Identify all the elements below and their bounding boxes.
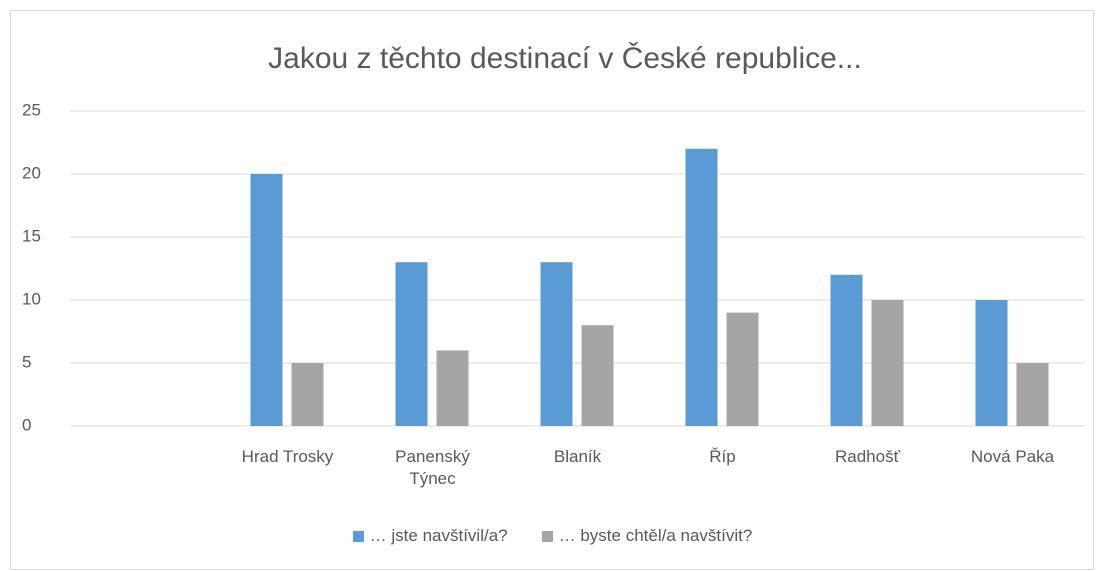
y-tick-label: 20: [22, 163, 41, 182]
x-tick-label: Nová Paka: [970, 447, 1055, 466]
y-tick-label: 15: [22, 226, 41, 245]
x-tick-label: Říp: [709, 447, 736, 466]
x-tick-label: Hrad Trosky: [241, 447, 334, 466]
chart-frame: [10, 10, 1094, 570]
legend-swatch: [352, 530, 364, 542]
bar: [540, 262, 573, 426]
legend-item: … byste chtěl/a navštívit?: [541, 526, 753, 546]
bar: [830, 274, 863, 426]
legend-swatch: [541, 530, 553, 542]
y-tick-label: 5: [22, 352, 31, 371]
bar: [250, 174, 283, 426]
bar: [726, 312, 759, 426]
chart-title: Jakou z těchto destinací v České republi…: [268, 41, 862, 75]
legend: … jste navštívil/a? … byste chtěl/a navšt…: [0, 526, 1105, 546]
bar: [395, 262, 428, 426]
legend-label: … byste chtěl/a navštívit?: [558, 526, 753, 545]
legend-item: … jste navštívil/a?: [352, 526, 508, 546]
legend-label: … jste navštívil/a?: [369, 526, 508, 545]
bar: [291, 363, 324, 426]
bar: [975, 300, 1008, 426]
y-tick-label: 25: [22, 100, 41, 119]
x-tick-label: Blaník: [553, 447, 602, 466]
bar: [871, 300, 904, 426]
x-tick-label: Radhošť: [835, 447, 900, 466]
bar: [685, 148, 718, 427]
bar: [1016, 363, 1049, 426]
bar: [581, 325, 614, 426]
bar: [436, 350, 469, 426]
y-tick-label: 10: [22, 289, 41, 308]
y-tick-label: 0: [22, 415, 31, 434]
x-tick-label: Panenský Týnec: [395, 447, 470, 488]
